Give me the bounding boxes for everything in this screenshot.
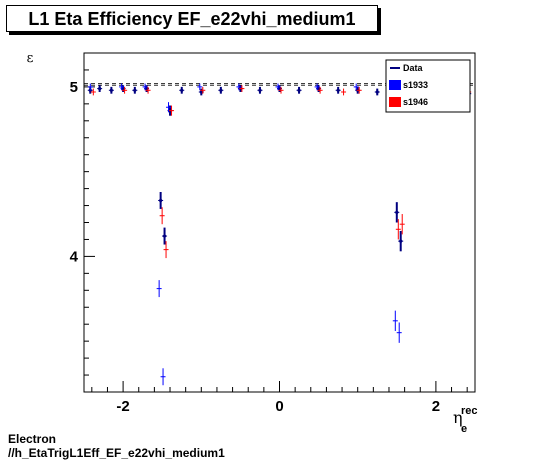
legend-swatch-s1946 xyxy=(389,97,401,107)
x-tick-label: 0 xyxy=(275,398,283,415)
data-point xyxy=(257,86,263,94)
point-marker xyxy=(180,88,184,92)
data-point xyxy=(218,86,224,94)
svg-text:e: e xyxy=(461,423,467,435)
data-point xyxy=(163,241,169,259)
point-marker xyxy=(219,88,223,92)
data-point xyxy=(97,85,103,92)
data-point xyxy=(353,83,359,91)
point-marker xyxy=(395,210,399,214)
data-point xyxy=(179,86,185,94)
data-point xyxy=(166,102,172,113)
point-marker xyxy=(258,88,262,92)
data-point xyxy=(374,88,380,96)
data-point xyxy=(145,86,151,94)
data-point xyxy=(200,86,206,94)
series-s1933 xyxy=(87,83,469,386)
chart-title: L1 Eta Efficiency EF_e22vhi_medium1 xyxy=(28,9,356,29)
data-point xyxy=(239,85,245,92)
point-marker xyxy=(199,90,203,94)
x-tick-label: 2 xyxy=(432,398,440,415)
data-point xyxy=(399,214,405,235)
data-point xyxy=(108,86,114,94)
svg-text:rec: rec xyxy=(461,405,478,417)
point-marker xyxy=(133,88,137,92)
data-point xyxy=(162,227,168,245)
footer-line1: Electron xyxy=(8,432,57,446)
x-tick-label: -2 xyxy=(116,398,129,415)
footer-line2: //h_EtaTrigL1Eff_EF_e22vhi_medium1 xyxy=(8,446,225,460)
svg-text:η: η xyxy=(453,408,463,427)
point-marker xyxy=(399,239,403,243)
legend-label-s1933: s1933 xyxy=(403,80,428,90)
data-point xyxy=(197,83,203,91)
data-point xyxy=(296,86,302,94)
data-point xyxy=(396,322,402,343)
legend-label-Data: Data xyxy=(403,63,424,73)
point-marker xyxy=(162,234,167,238)
point-marker xyxy=(159,198,163,203)
y-tick-label: 4 xyxy=(70,248,79,265)
legend-label-s1946: s1946 xyxy=(403,97,428,107)
data-point xyxy=(236,83,242,91)
point-marker xyxy=(336,88,340,92)
data-point xyxy=(341,88,347,96)
data-point xyxy=(314,83,320,91)
data-point xyxy=(158,191,164,209)
x-axis-label: η rec e xyxy=(453,405,478,435)
data-point xyxy=(122,86,128,94)
data-point xyxy=(156,280,162,298)
data-point xyxy=(119,83,125,91)
point-marker xyxy=(277,86,282,91)
point-marker xyxy=(121,86,125,91)
point-marker xyxy=(144,86,149,91)
data-point xyxy=(275,83,281,91)
chart-title-box: L1 Eta Efficiency EF_e22vhi_medium1 xyxy=(6,5,378,32)
data-point xyxy=(160,368,166,386)
data-point xyxy=(335,86,341,94)
series-layer xyxy=(87,83,472,386)
data-point xyxy=(394,202,400,223)
data-point xyxy=(278,86,284,94)
y-tick-label: 5 xyxy=(70,79,78,96)
y-axis-label: ε xyxy=(27,51,34,66)
point-marker xyxy=(375,90,379,94)
legend: Data s1933 s1946 xyxy=(385,59,471,113)
data-point xyxy=(392,310,398,331)
data-point xyxy=(169,105,175,116)
data-point xyxy=(398,230,404,252)
axis-ticks: -2 0 2 4 5 xyxy=(70,52,468,415)
legend-swatch-s1933 xyxy=(389,80,401,90)
data-point xyxy=(356,86,362,94)
data-point xyxy=(159,207,165,225)
data-point xyxy=(142,83,148,91)
point-marker xyxy=(297,88,301,92)
data-point xyxy=(395,219,401,240)
data-point xyxy=(317,86,323,94)
data-point xyxy=(90,88,96,96)
data-point xyxy=(132,86,138,94)
point-marker xyxy=(109,88,113,92)
point-marker xyxy=(98,86,102,91)
point-marker xyxy=(317,86,321,91)
data-point xyxy=(87,83,93,91)
